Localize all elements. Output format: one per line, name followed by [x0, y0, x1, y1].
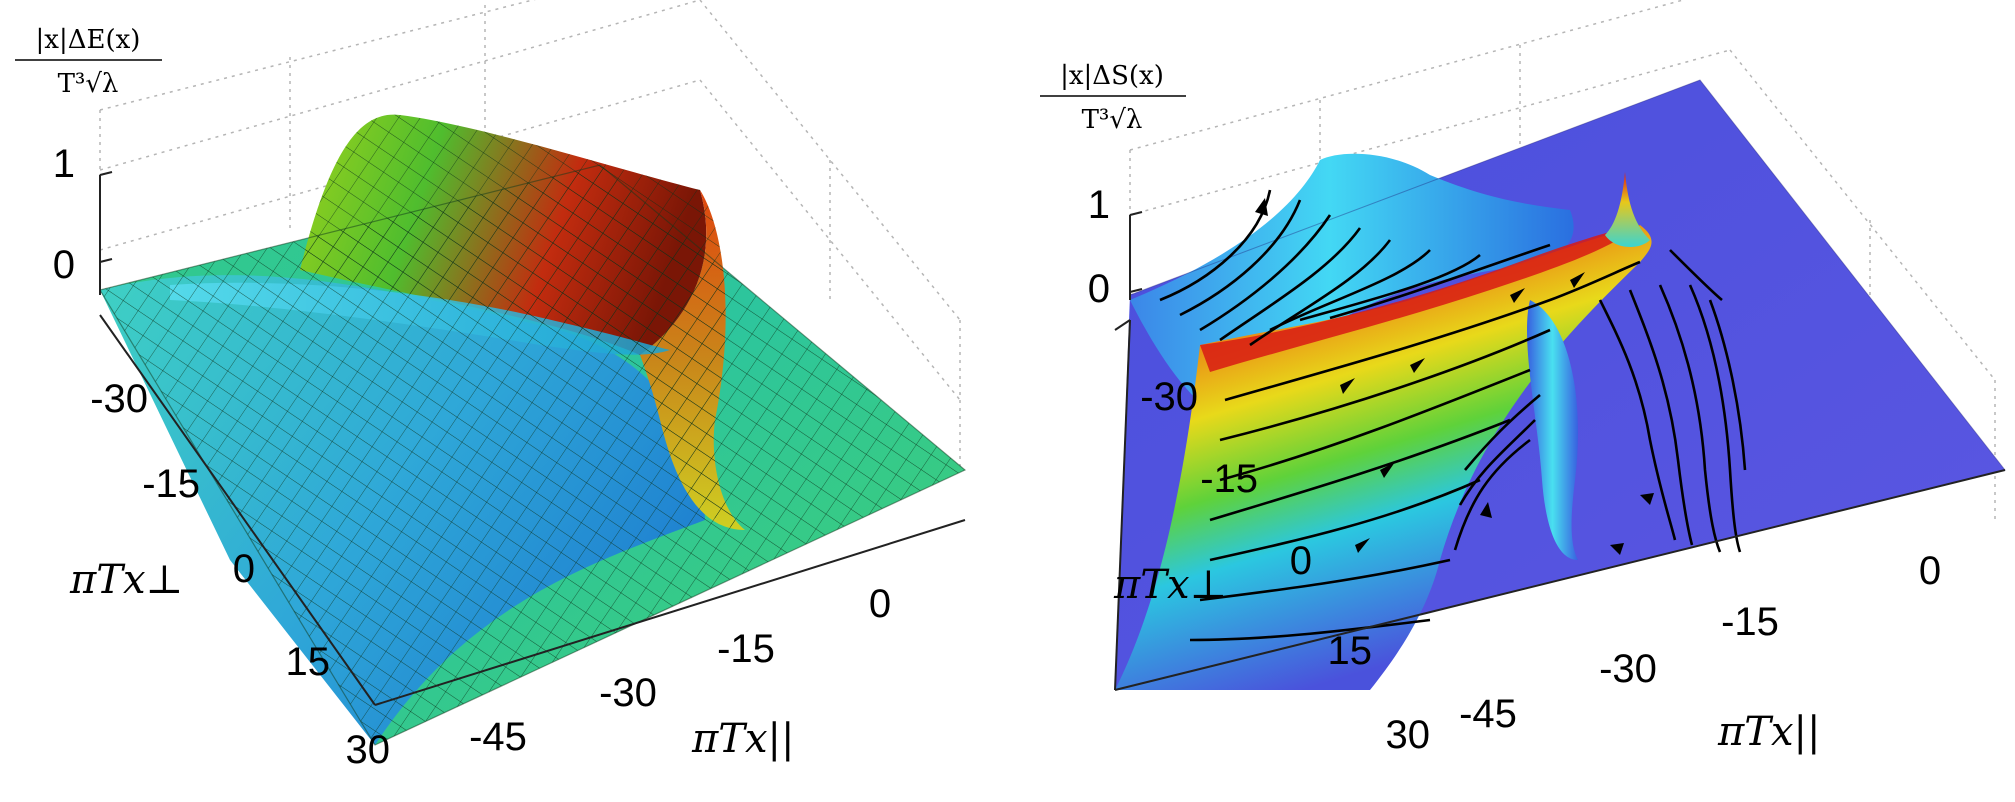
x-perp-tick-30: 30	[1386, 713, 1431, 757]
x-perp-axis-label: πTx⊥	[1113, 562, 1227, 608]
x-par-tick-neg30: -30	[1599, 647, 1657, 691]
x-par-tick-0: 0	[869, 582, 891, 626]
x-perp-axis-label: πTx⊥	[69, 557, 183, 603]
energy-axes	[99, 171, 966, 706]
entropy-streamlines	[1159, 189, 1747, 642]
x-perp-tick-neg15: -15	[142, 462, 200, 506]
streamline-arrows	[1255, 198, 1654, 555]
z-label-numerator: |x|ΔS(x)	[1060, 61, 1164, 91]
z-label-denominator: T³√λ	[58, 69, 119, 99]
z-tick-1: 1	[53, 142, 75, 186]
entropy-surface-plot: 1 0 -30 -15 0 15 30 -45 -30 -15 0 πTx⊥ π…	[1040, 0, 2006, 757]
x-perp-tick-15: 15	[286, 640, 331, 684]
energy-z-axis-label: |x|ΔE(x) T³√λ	[15, 25, 162, 99]
entropy-axes	[1114, 211, 2006, 691]
x-par-tick-neg45: -45	[1459, 692, 1517, 736]
energy-density-panel: 1 0 -30 -15 0 15 30 -45 -30 -15 0 πTx⊥ π…	[15, 0, 967, 772]
entropy-z-axis-label: |x|ΔS(x) T³√λ	[1040, 61, 1186, 135]
x-par-axis-label: πTx||	[691, 716, 794, 762]
entropy-density-panel: 1 0 -30 -15 0 15 30 -45 -30 -15 0 πTx⊥ π…	[1010, 0, 2015, 802]
z-label-numerator: |x|ΔE(x)	[36, 25, 141, 55]
energy-surface	[99, 114, 967, 746]
x-perp-tick-0: 0	[1290, 539, 1312, 583]
x-par-tick-neg45: -45	[469, 715, 527, 759]
energy-surface-plot: 1 0 -30 -15 0 15 30 -45 -30 -15 0 πTx⊥ π…	[15, 0, 967, 772]
x-perp-tick-30: 30	[346, 728, 391, 772]
x-perp-tick-neg30: -30	[90, 377, 148, 421]
x-perp-tick-neg30: -30	[1140, 375, 1198, 419]
z-tick-0: 0	[53, 243, 75, 287]
x-par-tick-neg15: -15	[717, 627, 775, 671]
x-par-axis-label: πTx||	[1717, 709, 1820, 755]
x-par-tick-neg30: -30	[599, 671, 657, 715]
z-tick-0: 0	[1088, 267, 1110, 311]
x-perp-tick-neg15: -15	[1200, 457, 1258, 501]
x-par-tick-0: 0	[1919, 549, 1941, 593]
entropy-surface	[1114, 79, 2006, 691]
z-tick-1: 1	[1088, 183, 1110, 227]
x-perp-tick-0: 0	[233, 547, 255, 591]
x-par-tick-neg15: -15	[1721, 600, 1779, 644]
x-perp-tick-15: 15	[1328, 629, 1373, 673]
z-label-denominator: T³√λ	[1082, 105, 1143, 135]
